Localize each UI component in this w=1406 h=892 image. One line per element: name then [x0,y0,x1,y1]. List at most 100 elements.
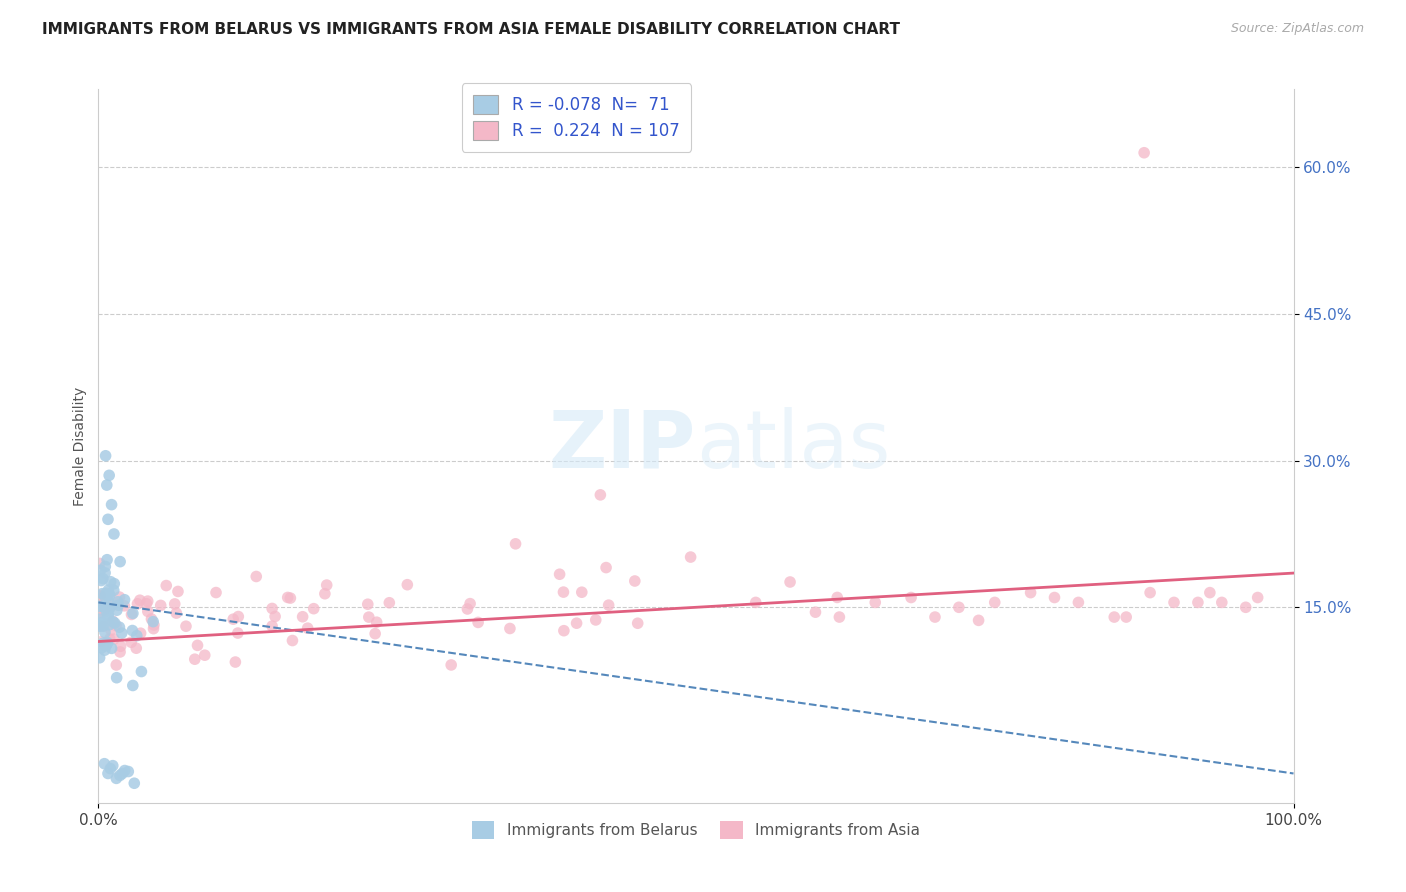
Point [440,657,463,672]
Point [96,600,118,615]
Point [167,584,190,599]
Point [91,636,114,650]
Point [96,637,118,651]
Point [97,588,120,602]
Point [96,637,118,651]
Point [94,566,117,580]
Point [984,595,1007,609]
Point [136,594,159,608]
Point [108,620,131,634]
Point [101,598,124,612]
Point [1104,610,1126,624]
Point [1043,591,1066,605]
Point [364,626,387,640]
Point [100,498,122,512]
Point [89,606,111,620]
Point [553,624,575,638]
Point [97,512,120,526]
Point [205,585,228,599]
Point [96,586,118,600]
Point [1199,585,1222,599]
Point [108,555,131,569]
Point [779,574,801,589]
Point [96,589,118,603]
Point [96,478,118,492]
Point [598,598,620,612]
Point [89,557,111,571]
Point [105,772,128,786]
Point [103,576,125,591]
Point [94,590,117,604]
Point [163,597,186,611]
Point [174,619,197,633]
Point [967,613,990,627]
Point [291,609,314,624]
Point [114,592,136,607]
Point [93,619,115,633]
Point [128,593,150,607]
Point [264,609,287,624]
Point [1133,145,1156,160]
Point [89,612,111,626]
Point [900,591,922,605]
Point [1234,600,1257,615]
Point [745,595,768,609]
Point [828,610,851,624]
Point [262,619,284,633]
Point [1187,595,1209,609]
Y-axis label: Female Disability: Female Disability [73,386,87,506]
Point [100,623,122,637]
Point [396,577,419,591]
Point [89,650,111,665]
Point [226,626,249,640]
Point [120,635,142,649]
Point [277,591,299,605]
Point [104,615,127,630]
Point [111,626,134,640]
Point [165,606,187,620]
Point [315,578,337,592]
Point [90,615,112,630]
Point [122,607,145,621]
Point [121,624,143,638]
Point [135,597,157,611]
Point [565,616,588,631]
Point [117,764,139,779]
Point [89,589,111,603]
Point [96,599,118,614]
Point [948,600,970,615]
Point [103,632,125,646]
Point [97,607,120,622]
Point [105,658,128,673]
Text: IMMIGRANTS FROM BELARUS VS IMMIGRANTS FROM ASIA FEMALE DISABILITY CORRELATION CH: IMMIGRANTS FROM BELARUS VS IMMIGRANTS FR… [42,22,900,37]
Point [141,612,163,626]
Point [114,764,136,778]
Point [90,640,112,655]
Point [91,619,114,633]
Point [94,449,117,463]
Point [589,488,612,502]
Point [121,678,143,692]
Point [97,766,120,780]
Point [108,768,131,782]
Point [93,603,115,617]
Point [111,766,134,780]
Point [184,652,207,666]
Point [103,527,125,541]
Point [90,574,112,588]
Point [90,635,112,649]
Point [1163,595,1185,609]
Point [91,603,114,617]
Point [101,758,124,772]
Point [458,597,481,611]
Point [302,601,325,615]
Legend: Immigrants from Belarus, Immigrants from Asia: Immigrants from Belarus, Immigrants from… [465,815,927,845]
Point [112,599,135,613]
Point [865,595,887,609]
Point [124,776,146,790]
Text: ZIP: ZIP [548,407,696,485]
Point [314,587,336,601]
Point [108,590,131,604]
Point [101,614,124,628]
Point [825,591,848,605]
